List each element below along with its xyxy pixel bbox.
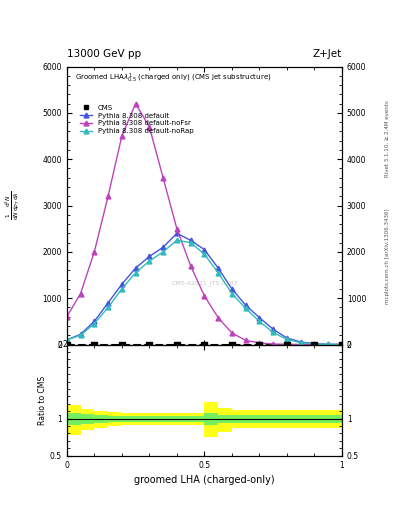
Point (174, 340, 180, 349)
Point (64, 340, 70, 349)
Point (201, 340, 208, 349)
Text: $\frac{1}{\mathrm{d}N}\frac{\mathrm{d}^{2}N}{\mathrm{d}p_{T}\,\mathrm{d}\lambda}: $\frac{1}{\mathrm{d}N}\frac{\mathrm{d}^{… (4, 190, 22, 220)
Text: mcplots.cern.ch [arXiv:1306.3436]: mcplots.cern.ch [arXiv:1306.3436] (385, 208, 390, 304)
Point (284, 340, 290, 349)
X-axis label: groomed LHA (charged-only): groomed LHA (charged-only) (134, 475, 275, 485)
Y-axis label: Ratio to CMS: Ratio to CMS (38, 375, 47, 424)
Legend: CMS, Pythia 8.308 default, Pythia 8.308 default-noFsr, Pythia 8.308 default-noRa: CMS, Pythia 8.308 default, Pythia 8.308 … (79, 103, 195, 136)
Text: Groomed LHA$\lambda^{1}_{0.5}$ (charged only) (CMS jet substructure): Groomed LHA$\lambda^{1}_{0.5}$ (charged … (75, 72, 272, 86)
Text: 2: 2 (62, 340, 67, 349)
Point (91, 340, 97, 349)
Text: 13000 GeV pp: 13000 GeV pp (67, 49, 141, 59)
Point (119, 340, 125, 349)
Point (256, 340, 263, 349)
Point (229, 340, 235, 349)
Point (146, 340, 152, 349)
Point (339, 340, 345, 349)
Text: CMS-A2021_JTS-0187: CMS-A2021_JTS-0187 (171, 281, 237, 286)
Text: Z+Jet: Z+Jet (313, 49, 342, 59)
Point (311, 340, 318, 349)
Text: Rivet 3.1.10, ≥ 2.4M events: Rivet 3.1.10, ≥ 2.4M events (385, 100, 390, 177)
